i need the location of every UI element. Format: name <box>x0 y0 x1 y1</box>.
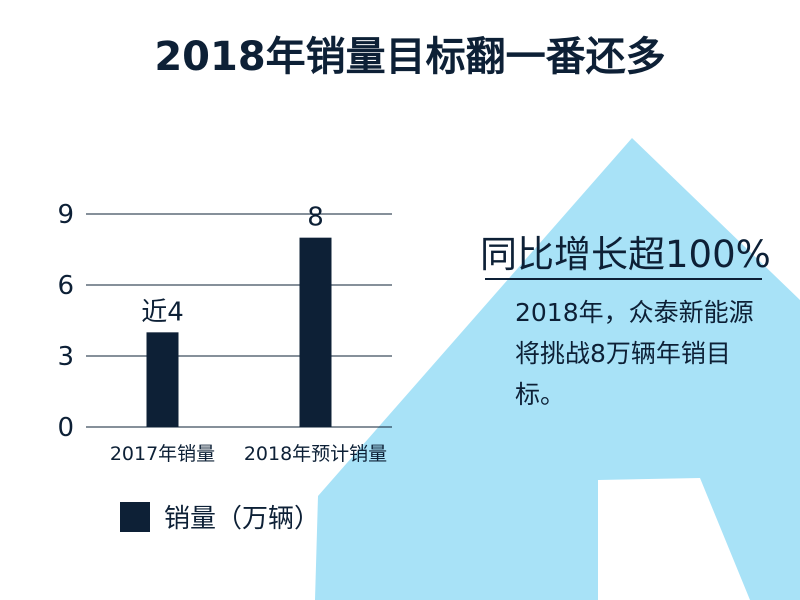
description-text: 2018年，众泰新能源将挑战8万辆年销目标。 <box>515 298 754 409</box>
y-tick-label: 6 <box>57 271 74 301</box>
page-title: 2018年销量目标翻一番还多 <box>154 34 666 80</box>
y-tick-label: 0 <box>57 413 74 443</box>
bar <box>146 332 179 427</box>
headline: 同比增长超100% <box>480 233 771 276</box>
legend-swatch <box>120 501 150 532</box>
y-tick-label: 9 <box>57 200 74 230</box>
y-tick-label: 3 <box>57 342 74 372</box>
data-label: 8 <box>307 203 324 233</box>
headline-underline <box>485 278 762 280</box>
chart-legend: 销量（万辆） <box>120 498 320 535</box>
legend-label: 销量（万辆） <box>164 504 321 534</box>
x-tick-label: 2018年预计销量 <box>244 443 387 465</box>
x-tick-label: 2017年销量 <box>110 443 215 465</box>
data-label: 近4 <box>141 297 184 327</box>
bar <box>299 237 332 427</box>
